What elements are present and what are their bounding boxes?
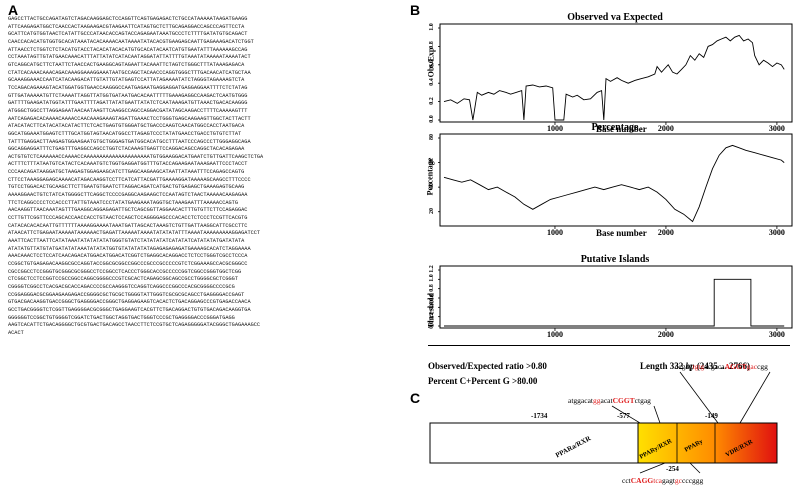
- dna-sequence: GAGCCTTACTGCCAGATAGTCTAGACAAGGAGCTCCAGGT…: [8, 16, 400, 488]
- promoter-box-white: [429, 422, 639, 464]
- sequence-line: GCATTCATGTGGTAACTCATATTGCCCATAACACCAGTAC…: [8, 31, 248, 38]
- sequence-line: GGCAGGAGGATTTCTGAGTTTGAGGCCAGCCTGGTCTACA…: [8, 146, 245, 153]
- site-sequence-254: cctCAGGtcagagtgccccggg: [622, 476, 704, 485]
- chart-top-xlabel: Base number: [596, 124, 647, 134]
- series-line-1: [443, 144, 785, 223]
- sequence-line: AAAAGGAACTGTCTATCATGGGGCTTCAGGCTCCCCGAGG…: [8, 192, 248, 199]
- chart-frame-2: [439, 265, 793, 329]
- sequence-line: AAGTCACATTCTGACAGGGGCTGCGTGACTGACAGCCTAA…: [8, 322, 261, 329]
- site-sequence-577: atggacatggacatCGGTctgag: [568, 396, 651, 405]
- sequence-line: CCGGCTGTGAGAGACAAGGCGCCAGGTACCGGCGCGGCCG…: [8, 261, 248, 267]
- summary-divider: [428, 345, 790, 346]
- panel-letter-c: C: [410, 390, 421, 406]
- sequence-line: ATGGGCTGGCCTTAGGAGAATAACAATAAGTTCAAGGCCA…: [8, 107, 248, 114]
- site-sequence-149: ccgagtgtgacgacaAGGTgaccgg: [675, 362, 768, 371]
- x-tick-label: 1000: [546, 124, 563, 133]
- chart-mid-xlabel: Base number: [596, 228, 647, 238]
- x-tick-label: 2000: [657, 228, 674, 237]
- x-tick-label: 1000: [546, 228, 563, 237]
- sequence-line: CTCGGCTCCTCCGGTCCGCCGGCCAGGCGGGGCCCGTCGC…: [8, 276, 238, 283]
- sequence-line: ATACATACTTCATACATACATACTTCTCACTGAGTGTGGG…: [8, 123, 245, 130]
- summary-length: Length 332 bp (2435 ... 2766): [640, 361, 751, 371]
- sequence-line: CTATCACAAACAAACAGACAAAGGAAAGGAAATAATGCCA…: [8, 69, 251, 76]
- x-tick-label: 3000: [768, 228, 785, 237]
- sequence-line: ATTCAAGAGATGGCTCAACCACTAAGAAGACGTAAGAATT…: [8, 23, 245, 30]
- sequence-line: TATTTGAGGACTTAAGAGTGGAAGAATGTGCTGGGAGTGA…: [8, 138, 251, 145]
- sequence-line: CCTTGTTCGGTTCCCAGCACCAACCACCTGTAACTCCAGC…: [8, 215, 248, 222]
- promoter-box-island: [637, 422, 778, 464]
- panel-letter-b: B: [410, 2, 421, 18]
- sequence-line: AATCAGAGACACAAAACAAAACCAACAAAGAAAGTAGATT…: [8, 115, 251, 122]
- sequence-line: CATACACACACAATTGTTTTTTAAAAGGAAAATAAATGAT…: [8, 222, 248, 229]
- series-line-0: [443, 34, 785, 121]
- sequence-line: GAGCCTTACTGCCAGATAGTCTAGACAAGGAGCTCCAGGT…: [8, 16, 248, 22]
- sequence-line: CGCCGGCCTCCGGGTGCGGGCGCGGGCCTCCGGCCTCACC…: [8, 268, 242, 275]
- x-tick-label: 3000: [768, 330, 785, 339]
- sequence-line: TTCTCAGGCCCCTCCACCCTTATTGTAAATCCCTATATGA…: [8, 199, 238, 206]
- position-149: -149: [705, 412, 718, 420]
- sequence-line: AACAAGGTTAACAAATAGTTTGAAGGCAGGAGAGATTGCT…: [8, 207, 248, 214]
- chart-top-title: Observed va Expected: [567, 12, 663, 23]
- chart-bot-title: Putative Islands: [580, 254, 650, 265]
- sequence-line: CCCAACAGATAAGGATGCTAAGAGTGGAGAAGCATCTTGA…: [8, 169, 245, 176]
- sequence-line: ATATATGTTATGTATGATATATAAATATATATGGTGTATA…: [8, 245, 251, 252]
- sequence-line: AAATTCACTTAATTCATATAAATATATATATATGGGTGTA…: [8, 238, 245, 245]
- sequence-line: ATAACATTCTGAGAATAAAAATAAAAAACTGAGATTAAAA…: [8, 230, 261, 237]
- x-tick-label: 2000: [657, 124, 674, 133]
- chart-frame-1: [439, 133, 793, 227]
- sequence-line: AAACAAACTCCTCCATCAACAGACATGGACATGGACATCG…: [8, 253, 248, 260]
- sequence-line: GATTTTGAAGATATGGTATTTGAATTTTAGATTATATGAA…: [8, 100, 248, 107]
- chart-mid-title: Percentage: [591, 122, 639, 133]
- sequence-line: ACTGTGTCTCAAAAAACCAAAACCAAAAAAAAAAAAAAAA…: [8, 153, 264, 160]
- summary-ratio: Observed/Expected ratio >0.80: [428, 361, 547, 371]
- sequence-line: ACACT: [8, 329, 24, 336]
- x-tick-label: 1000: [546, 330, 563, 339]
- sequence-line: GGGGGGTCCGGCTGTGGGGTCGGATCTGACTGGCTAGGTG…: [8, 314, 235, 321]
- x-tick-label: 3000: [768, 124, 785, 133]
- x-tick-label: 2000: [657, 330, 674, 339]
- position-577: -577: [617, 412, 630, 420]
- sequence-line: CTTCCTAAAGGAGAGCAAAACATAGACAAGGTCCTTCATC…: [8, 176, 251, 183]
- sequence-line: GCAAAGGAAACCAATCATACAAGACATTGTATTGTATGAG…: [8, 77, 245, 84]
- sequence-line: CGGGGTCGGCCTCACGACGCACCAGACCCCGCCAAGGGTC…: [8, 283, 235, 290]
- series-line-2: [444, 278, 785, 327]
- sequence-line: ATTAACCTCTGGTCTCTACATGTACCTACACATACACATG…: [8, 46, 248, 53]
- sequence-line: GCCTGACGGGGTCTCGGTTGAGGGGACGCGGGCTGAGGAA…: [8, 306, 251, 313]
- sequence-line: TGTCCTGGACACTGCAAGCTTCTTGAATGTGAATCTTAGG…: [8, 184, 245, 191]
- sequence-line: GGCATGGAAATGGAGTCTTTGCATGGTAGTAACATGGCCT…: [8, 130, 242, 137]
- sequence-line: TCCAGACAGAAAGTACATGGATGGTGAACCAAGGGCCAAT…: [8, 84, 248, 91]
- sequence-line: GTGACGACAAGGTGACCGGGCTGAGGGGACCGGGCTGAGG…: [8, 299, 251, 306]
- sequence-line: GTCAGGCATGCTTCTAATTCTAACCACTGAAGGCAGTAGA…: [8, 61, 245, 68]
- sequence-line: ACTTTCTTTATAATGTCATACTCACAAATGTCTGGTGAGG…: [8, 161, 248, 168]
- chart-frame-0: [439, 23, 793, 123]
- panel-letter-a: A: [8, 2, 19, 18]
- summary-percent: Percent C+Percent G >80.00: [428, 376, 538, 386]
- sequence-line: CCGGAGGGACGCGGAAGAAGAGACCGGGGCGCTGCGCTGG…: [8, 291, 245, 298]
- sequence-line: CCTAAATAGTTGTATGAACAAACATTTATTATATCATACA…: [8, 54, 251, 61]
- sequence-line: GTTGATAAAAATGTTCTAAAATTAGGTTATGGTGATAATG…: [8, 92, 248, 99]
- sequence-line: CAACCACACATGTGGTGCACATAAATACACAAAACAATAA…: [8, 38, 254, 45]
- position-254: -254: [666, 465, 679, 473]
- position-1734: -1734: [531, 412, 548, 420]
